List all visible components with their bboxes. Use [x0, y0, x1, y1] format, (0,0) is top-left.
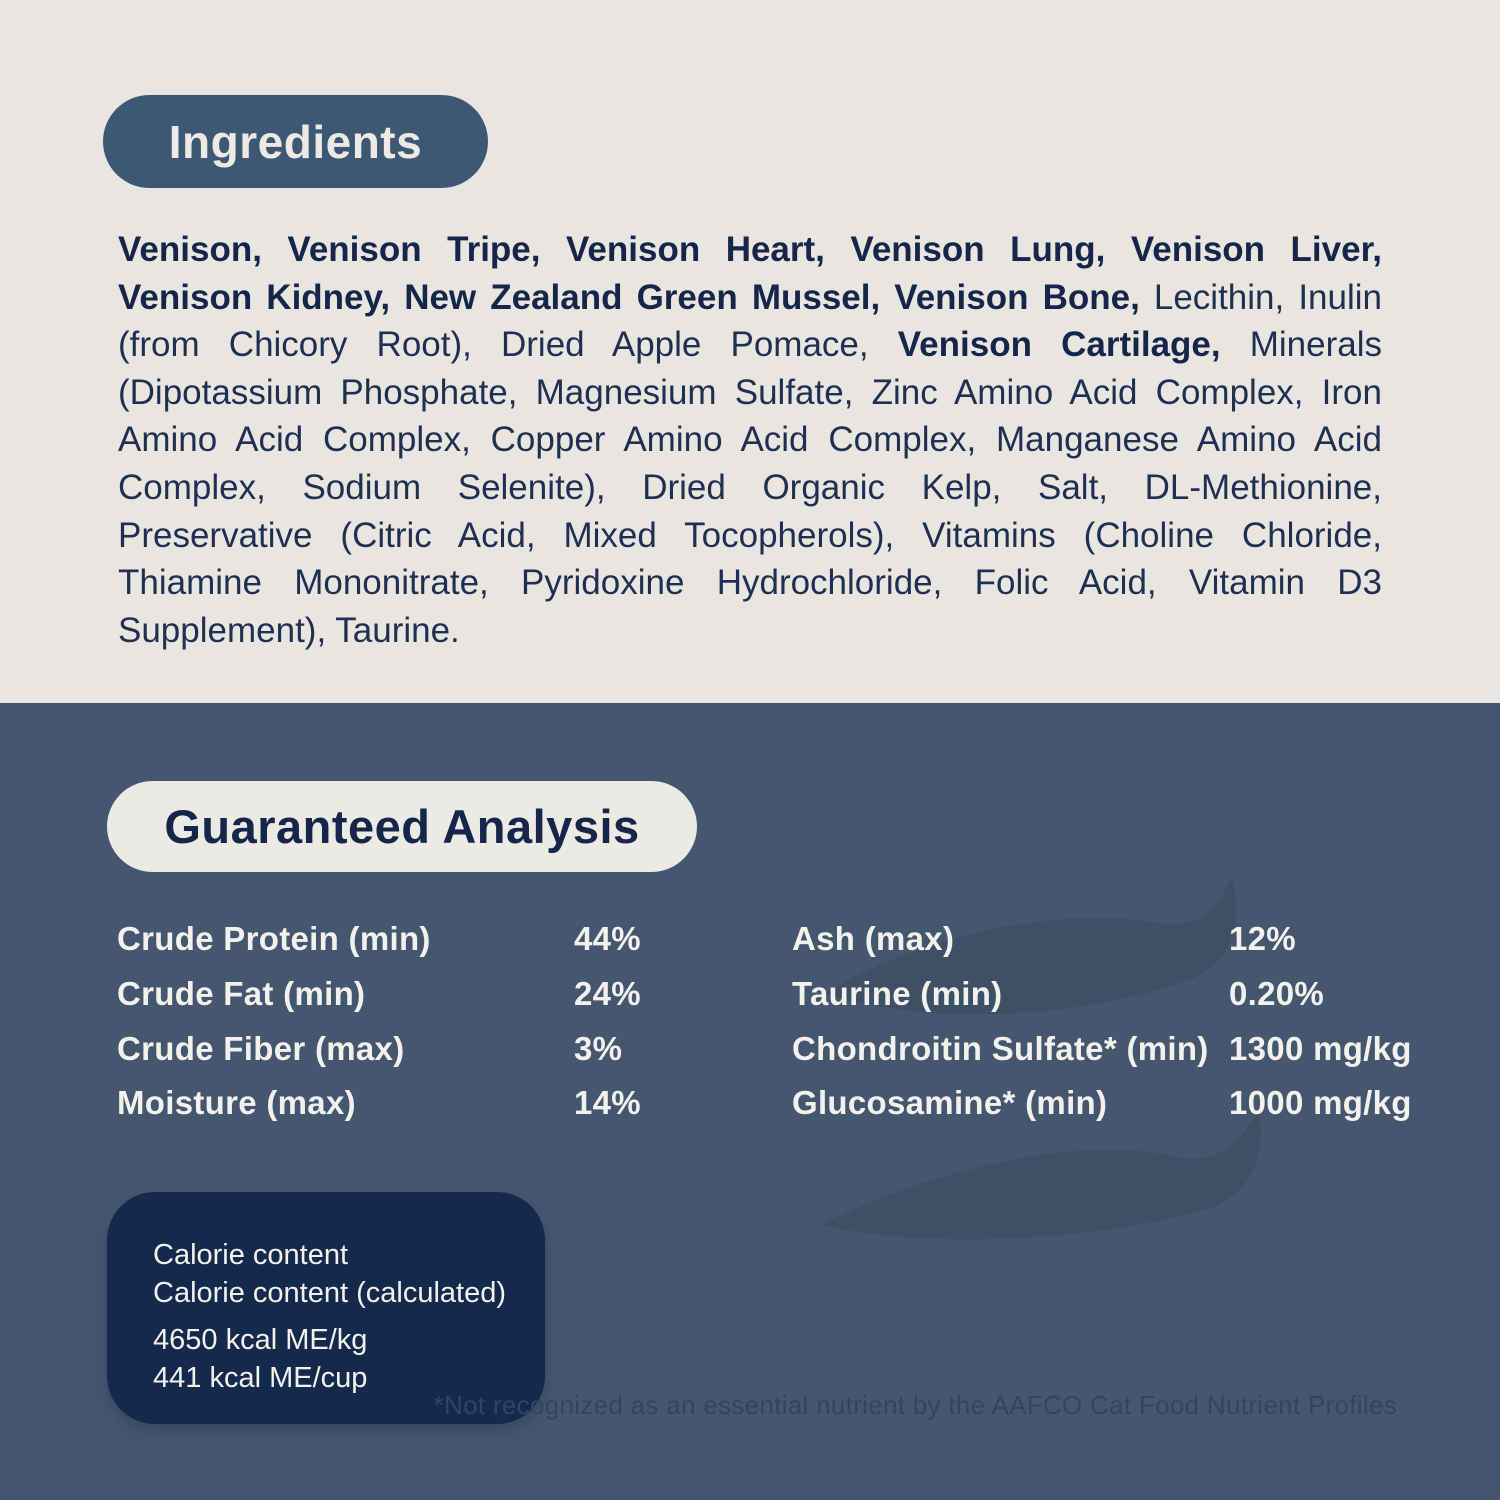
analysis-row-label: Crude Protein (min)	[117, 920, 431, 958]
aafco-footnote: *Not recognized as an essential nutrient…	[433, 1390, 1397, 1420]
guaranteed-analysis-heading-pill: Guaranteed Analysis	[107, 781, 697, 872]
ingredients-list-text: Venison, Venison Tripe, Venison Heart, V…	[118, 226, 1382, 654]
ingredients-heading-pill: Ingredients	[103, 95, 488, 188]
analysis-table-left: Crude Protein (min) 44% Crude Fat (min) 24%…	[117, 912, 757, 1131]
analysis-row-value: 1000 mg/kg	[1229, 1084, 1412, 1122]
guaranteed-analysis-heading: Guaranteed Analysis	[164, 800, 640, 853]
analysis-row-value: 12%	[1229, 920, 1296, 958]
ingredient-segment: Minerals (Dipotassium Phosphate, Magnesi…	[118, 325, 1383, 650]
ingredients-heading: Ingredients	[168, 115, 423, 168]
ingredients-section: Ingredients Venison, Venison Tripe, Veni…	[0, 0, 1500, 703]
analysis-row: Moisture (max) 14%	[117, 1076, 757, 1131]
calorie-header-lines: Calorie content Calorie content (calculat…	[153, 1236, 525, 1312]
analysis-row-value: 24%	[574, 975, 641, 1013]
analysis-row-label: Crude Fat (min)	[117, 975, 366, 1013]
analysis-row: Crude Fat (min) 24%	[117, 967, 757, 1022]
calorie-value-lines: 4650 kcal ME/kg 441 kcal ME/cup	[153, 1321, 525, 1397]
analysis-row: Crude Protein (min) 44%	[117, 912, 757, 967]
ingredient-segment: Lecithin, Inulin (from Chicory Root), Dr…	[118, 277, 1382, 365]
calorie-line: Calorie content (calculated)	[153, 1277, 507, 1309]
calorie-content-box: Calorie content Calorie content (calculat…	[107, 1192, 545, 1424]
guaranteed-analysis-section: Guaranteed Analysis Crude Protein (min) 4…	[0, 703, 1500, 1500]
ingredient-segment-bold: Venison, Venison Tripe, Venison Heart, V…	[118, 230, 1382, 317]
calorie-line: 441 kcal ME/cup	[153, 1362, 368, 1394]
analysis-row: Glucosamine* (min) 1000 mg/kg	[792, 1076, 1452, 1131]
analysis-row: Ash (max) 12%	[792, 912, 1452, 967]
calorie-line: Calorie content	[153, 1239, 349, 1271]
analysis-row-label: Glucosamine* (min)	[792, 1084, 1108, 1122]
analysis-row-value: 14%	[574, 1084, 641, 1122]
calorie-line: 4650 kcal ME/kg	[153, 1324, 368, 1356]
analysis-row: Crude Fiber (max) 3%	[117, 1021, 757, 1076]
analysis-table-right: Ash (max) 12% Taurine (min) 0.20% Chondroiti…	[792, 912, 1452, 1131]
analysis-row-value: 1300 mg/kg	[1229, 1029, 1412, 1067]
analysis-row-label: Ash (max)	[792, 920, 955, 958]
analysis-row-label: Taurine (min)	[792, 975, 1003, 1013]
ingredient-segment-bold: Venison Cartilage,	[897, 325, 1221, 365]
analysis-row: Chondroitin Sulfate* (min) 1300 mg/kg	[792, 1021, 1452, 1076]
analysis-row-label: Chondroitin Sulfate* (min)	[792, 1029, 1209, 1067]
analysis-row: Taurine (min) 0.20%	[792, 967, 1452, 1022]
analysis-row-label: Moisture (max)	[117, 1084, 356, 1122]
analysis-row-value: 44%	[574, 920, 641, 958]
analysis-row-value: 3%	[574, 1029, 623, 1067]
analysis-row-label: Crude Fiber (max)	[117, 1029, 405, 1067]
analysis-row-value: 0.20%	[1229, 975, 1325, 1013]
